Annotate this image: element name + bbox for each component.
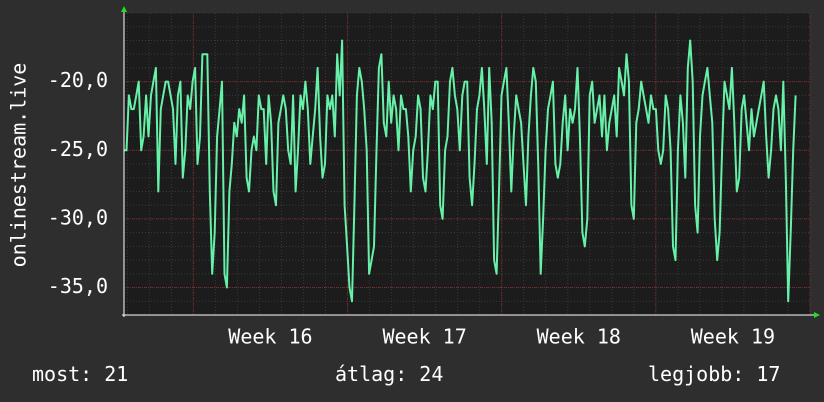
y-tick-label: -25,0 (48, 137, 108, 161)
stat-best-label: legjobb: (648, 362, 745, 386)
stat-best: legjobb: 17 (648, 362, 780, 386)
series-line (124, 39, 797, 303)
x-tick-label: Week 18 (537, 325, 621, 349)
series-layer (124, 39, 797, 303)
stat-last-label: most: (32, 362, 93, 386)
x-tick-labels: Week 16 Week 17 Week 18 Week 19 (228, 325, 775, 349)
stat-average-label: átlag: (335, 362, 408, 386)
stat-average-value: 24 (419, 362, 444, 386)
stat-last: most: 21 (32, 362, 128, 386)
x-axis-arrow (814, 312, 820, 318)
stat-average: átlag: 24 (335, 362, 443, 386)
x-tick-label: Week 19 (691, 325, 775, 349)
y-axis-label: onlinestream.live (7, 63, 31, 268)
line-chart: -20,0-25,0-30,0-35,0 Week 16 Week 17 Week … (7, 6, 820, 349)
axes (121, 6, 820, 318)
x-tick-label: Week 17 (382, 325, 466, 349)
y-tick-label: -20,0 (48, 68, 108, 92)
stat-best-value: 17 (756, 362, 781, 386)
y-tick-label: -35,0 (48, 274, 108, 298)
y-axis-arrow (121, 6, 127, 12)
x-tick-label: Week 16 (228, 325, 312, 349)
y-tick-labels: -20,0 -25,0 -30,0 -35,0 (48, 68, 108, 298)
y-tick-label: -30,0 (48, 205, 108, 229)
stat-last-value: 21 (104, 362, 129, 386)
